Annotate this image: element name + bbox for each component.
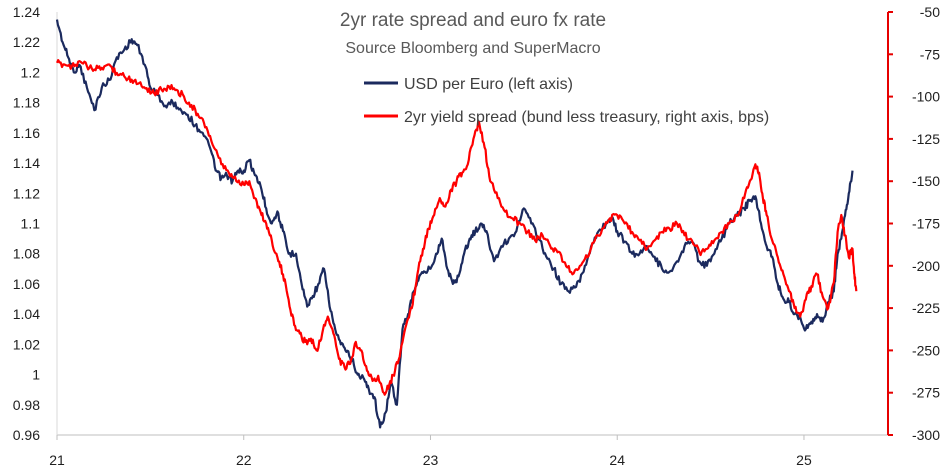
right-tick-label-5: -175	[912, 216, 940, 232]
left-tick-label-10: 1.04	[13, 306, 40, 322]
chart-title: 2yr rate spread and euro fx rate	[340, 10, 606, 31]
x-tick-label-24: 24	[609, 452, 625, 468]
x-tick-label-23: 23	[423, 452, 439, 468]
right-tick-label-8: -250	[912, 342, 940, 358]
series-line-yield-spread	[55, 59, 858, 396]
left-tick-label-5: 1.14	[13, 155, 40, 171]
left-tick-label-8: 1.08	[13, 246, 40, 262]
legend-label-usd-per-euro: USD per Euro (left axis)	[404, 76, 573, 93]
right-tick-label-6: -200	[912, 258, 940, 274]
right-tick-label-4: -150	[912, 173, 940, 189]
left-tick-label-0: 1.24	[13, 4, 40, 20]
x-axis-ticks: 21 22 23 24 25	[49, 435, 812, 468]
left-tick-label-1: 1.22	[13, 34, 40, 50]
legend: USD per Euro (left axis) 2yr yield sprea…	[364, 76, 769, 126]
x-tick-label-21: 21	[49, 452, 65, 468]
left-tick-label-7: 1.1	[21, 216, 41, 232]
right-tick-label-10: -300	[912, 427, 940, 443]
left-tick-label-2: 1.2	[21, 64, 41, 80]
left-tick-label-13: 0.98	[13, 397, 40, 413]
right-tick-label-3: -125	[912, 131, 940, 147]
series-layer	[55, 19, 858, 429]
right-tick-label-0: -50	[920, 4, 940, 20]
right-tick-label-9: -275	[912, 385, 940, 401]
left-axis-ticks: 1.24 1.22 1.2 1.18 1.16 1.14 1.12 1.1 1.08 1.06 1.…	[13, 4, 40, 443]
left-tick-label-4: 1.16	[13, 125, 40, 141]
right-tick-label-2: -100	[912, 89, 940, 105]
series-line-usd-per-euro	[55, 19, 854, 429]
right-tick-label-7: -225	[912, 300, 940, 316]
chart-subtitle: Source Bloomberg and SuperMacro	[345, 40, 600, 57]
x-tick-label-25: 25	[796, 452, 812, 468]
left-tick-label-6: 1.12	[13, 185, 40, 201]
x-tick-label-22: 22	[236, 452, 252, 468]
left-tick-label-12: 1	[32, 367, 40, 383]
right-axis-ticks: -50 -75 -100 -125 -150 -175 -200 -225 -250 -275 -3…	[888, 4, 940, 443]
left-tick-label-9: 1.06	[13, 276, 40, 292]
left-tick-label-3: 1.18	[13, 95, 40, 111]
left-tick-label-14: 0.96	[13, 427, 40, 443]
legend-label-yield-spread: 2yr yield spread (bund less treasury, ri…	[404, 109, 769, 126]
left-tick-label-11: 1.02	[13, 336, 40, 352]
right-tick-label-1: -75	[920, 46, 940, 62]
